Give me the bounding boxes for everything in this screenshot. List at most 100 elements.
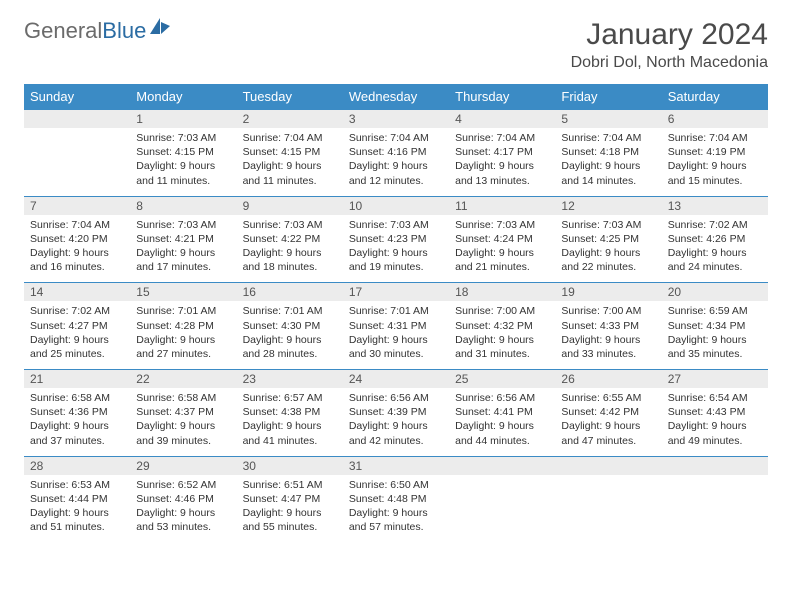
- month-title: January 2024: [571, 18, 768, 52]
- day-details: Sunrise: 7:03 AMSunset: 4:25 PMDaylight:…: [555, 215, 661, 283]
- logo-sail-icon: [150, 18, 170, 34]
- day-number: 2: [237, 110, 343, 128]
- sunrise-text: Sunrise: 7:00 AM: [561, 304, 655, 318]
- header: GeneralBlue January 2024 Dobri Dol, Nort…: [24, 18, 768, 72]
- calendar-day-cell: 11Sunrise: 7:03 AMSunset: 4:24 PMDayligh…: [449, 196, 555, 283]
- calendar-day-cell: 26Sunrise: 6:55 AMSunset: 4:42 PMDayligh…: [555, 370, 661, 457]
- calendar-day-cell: 13Sunrise: 7:02 AMSunset: 4:26 PMDayligh…: [662, 196, 768, 283]
- sunrise-text: Sunrise: 7:03 AM: [349, 218, 443, 232]
- calendar-week-row: 1Sunrise: 7:03 AMSunset: 4:15 PMDaylight…: [24, 110, 768, 197]
- sunset-text: Sunset: 4:42 PM: [561, 405, 655, 419]
- logo-text: GeneralBlue: [24, 18, 146, 44]
- calendar-day-cell: [24, 110, 130, 197]
- calendar-day-cell: 7Sunrise: 7:04 AMSunset: 4:20 PMDaylight…: [24, 196, 130, 283]
- sunrise-text: Sunrise: 6:59 AM: [668, 304, 762, 318]
- sunrise-text: Sunrise: 6:52 AM: [136, 478, 230, 492]
- calendar-table: Sunday Monday Tuesday Wednesday Thursday…: [24, 84, 768, 542]
- daylight1-text: Daylight: 9 hours: [243, 333, 337, 347]
- daylight2-text: and 30 minutes.: [349, 347, 443, 361]
- sunrise-text: Sunrise: 6:51 AM: [243, 478, 337, 492]
- day-number: 28: [24, 457, 130, 475]
- sunrise-text: Sunrise: 6:58 AM: [30, 391, 124, 405]
- daylight2-text: and 57 minutes.: [349, 520, 443, 534]
- sunrise-text: Sunrise: 6:50 AM: [349, 478, 443, 492]
- calendar-day-cell: 22Sunrise: 6:58 AMSunset: 4:37 PMDayligh…: [130, 370, 236, 457]
- sunrise-text: Sunrise: 7:04 AM: [243, 131, 337, 145]
- sunrise-text: Sunrise: 6:53 AM: [30, 478, 124, 492]
- day-number: 6: [662, 110, 768, 128]
- day-details: Sunrise: 7:04 AMSunset: 4:16 PMDaylight:…: [343, 128, 449, 196]
- sunrise-text: Sunrise: 6:56 AM: [455, 391, 549, 405]
- daylight1-text: Daylight: 9 hours: [455, 246, 549, 260]
- calendar-day-cell: 16Sunrise: 7:01 AMSunset: 4:30 PMDayligh…: [237, 283, 343, 370]
- day-number: 18: [449, 283, 555, 301]
- daylight2-text: and 51 minutes.: [30, 520, 124, 534]
- day-number: 7: [24, 197, 130, 215]
- day-details: Sunrise: 7:03 AMSunset: 4:22 PMDaylight:…: [237, 215, 343, 283]
- day-details: Sunrise: 7:02 AMSunset: 4:27 PMDaylight:…: [24, 301, 130, 369]
- sunset-text: Sunset: 4:17 PM: [455, 145, 549, 159]
- sunset-text: Sunset: 4:30 PM: [243, 319, 337, 333]
- sunset-text: Sunset: 4:16 PM: [349, 145, 443, 159]
- sunrise-text: Sunrise: 7:04 AM: [349, 131, 443, 145]
- day-number: 8: [130, 197, 236, 215]
- daylight2-text: and 13 minutes.: [455, 174, 549, 188]
- daylight2-text: and 14 minutes.: [561, 174, 655, 188]
- daylight2-text: and 22 minutes.: [561, 260, 655, 274]
- daylight2-text: and 49 minutes.: [668, 434, 762, 448]
- day-details: Sunrise: 7:04 AMSunset: 4:19 PMDaylight:…: [662, 128, 768, 196]
- daylight1-text: Daylight: 9 hours: [30, 246, 124, 260]
- daylight2-text: and 41 minutes.: [243, 434, 337, 448]
- daylight2-text: and 35 minutes.: [668, 347, 762, 361]
- sunset-text: Sunset: 4:33 PM: [561, 319, 655, 333]
- day-details: Sunrise: 7:03 AMSunset: 4:21 PMDaylight:…: [130, 215, 236, 283]
- day-details: Sunrise: 6:57 AMSunset: 4:38 PMDaylight:…: [237, 388, 343, 456]
- calendar-day-cell: 18Sunrise: 7:00 AMSunset: 4:32 PMDayligh…: [449, 283, 555, 370]
- day-number: 22: [130, 370, 236, 388]
- sunset-text: Sunset: 4:38 PM: [243, 405, 337, 419]
- day-number: 19: [555, 283, 661, 301]
- sunset-text: Sunset: 4:43 PM: [668, 405, 762, 419]
- sunrise-text: Sunrise: 7:00 AM: [455, 304, 549, 318]
- calendar-day-cell: 17Sunrise: 7:01 AMSunset: 4:31 PMDayligh…: [343, 283, 449, 370]
- daylight2-text: and 17 minutes.: [136, 260, 230, 274]
- day-number: 16: [237, 283, 343, 301]
- calendar-week-row: 14Sunrise: 7:02 AMSunset: 4:27 PMDayligh…: [24, 283, 768, 370]
- calendar-day-cell: 5Sunrise: 7:04 AMSunset: 4:18 PMDaylight…: [555, 110, 661, 197]
- sunset-text: Sunset: 4:48 PM: [349, 492, 443, 506]
- calendar-week-row: 28Sunrise: 6:53 AMSunset: 4:44 PMDayligh…: [24, 456, 768, 542]
- sunset-text: Sunset: 4:18 PM: [561, 145, 655, 159]
- calendar-day-cell: [662, 456, 768, 542]
- day-details: Sunrise: 6:56 AMSunset: 4:41 PMDaylight:…: [449, 388, 555, 456]
- sunrise-text: Sunrise: 7:03 AM: [561, 218, 655, 232]
- calendar-day-cell: [555, 456, 661, 542]
- daylight1-text: Daylight: 9 hours: [349, 506, 443, 520]
- sunset-text: Sunset: 4:15 PM: [243, 145, 337, 159]
- daylight1-text: Daylight: 9 hours: [561, 333, 655, 347]
- daylight2-text: and 12 minutes.: [349, 174, 443, 188]
- day-number: [662, 457, 768, 475]
- day-number: 12: [555, 197, 661, 215]
- day-number: 24: [343, 370, 449, 388]
- daylight1-text: Daylight: 9 hours: [136, 506, 230, 520]
- daylight1-text: Daylight: 9 hours: [136, 419, 230, 433]
- calendar-day-cell: 30Sunrise: 6:51 AMSunset: 4:47 PMDayligh…: [237, 456, 343, 542]
- calendar-day-cell: 28Sunrise: 6:53 AMSunset: 4:44 PMDayligh…: [24, 456, 130, 542]
- day-details: [555, 475, 661, 537]
- sunrise-text: Sunrise: 7:04 AM: [30, 218, 124, 232]
- sunset-text: Sunset: 4:24 PM: [455, 232, 549, 246]
- daylight1-text: Daylight: 9 hours: [668, 246, 762, 260]
- day-details: Sunrise: 6:51 AMSunset: 4:47 PMDaylight:…: [237, 475, 343, 543]
- title-block: January 2024 Dobri Dol, North Macedonia: [571, 18, 768, 72]
- sunrise-text: Sunrise: 6:56 AM: [349, 391, 443, 405]
- daylight1-text: Daylight: 9 hours: [136, 246, 230, 260]
- daylight2-text: and 55 minutes.: [243, 520, 337, 534]
- sunset-text: Sunset: 4:21 PM: [136, 232, 230, 246]
- calendar-day-cell: 21Sunrise: 6:58 AMSunset: 4:36 PMDayligh…: [24, 370, 130, 457]
- day-number: 23: [237, 370, 343, 388]
- calendar-day-cell: 27Sunrise: 6:54 AMSunset: 4:43 PMDayligh…: [662, 370, 768, 457]
- daylight2-text: and 28 minutes.: [243, 347, 337, 361]
- weekday-header: Saturday: [662, 84, 768, 110]
- daylight2-text: and 33 minutes.: [561, 347, 655, 361]
- day-number: 17: [343, 283, 449, 301]
